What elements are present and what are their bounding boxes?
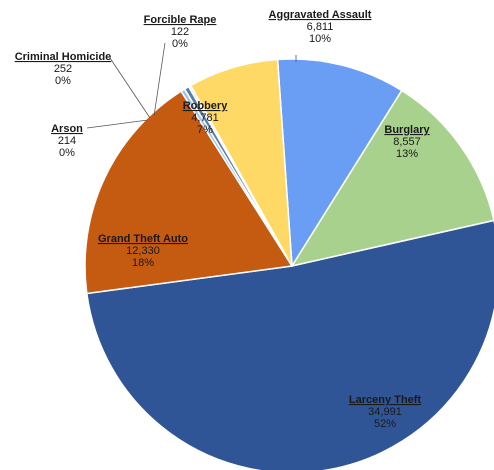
slice-value: 122 — [171, 26, 189, 38]
pie-slice-aggravated-assault — [276, 58, 403, 269]
slice-value: 4,781 — [191, 112, 219, 124]
slice-percent: 10% — [309, 33, 331, 45]
slice-name: Grand Theft Auto — [98, 233, 188, 245]
pie-slice-robbery — [189, 58, 293, 267]
slice-value: 252 — [54, 63, 72, 75]
slice-percent: 13% — [396, 148, 418, 160]
slice-value: 214 — [58, 135, 76, 147]
pie-slice-burglary — [290, 89, 494, 268]
slice-name: Larceny Theft — [349, 394, 421, 406]
slice-value: 12,330 — [126, 245, 160, 257]
slice-percent: 18% — [132, 257, 154, 269]
leader-line-criminal-homicide — [109, 57, 151, 119]
slice-name: Burglary — [384, 124, 430, 136]
pie-slice-grand-theft-auto — [84, 90, 294, 295]
leader-line-arson — [86, 119, 149, 129]
slice-value: 6,811 — [307, 21, 334, 33]
slice-percent: 0% — [55, 75, 71, 87]
slice-name: Robbery — [183, 100, 229, 112]
slice-percent: 0% — [59, 147, 75, 159]
slice-name: Criminal Homicide — [15, 51, 112, 63]
slice-value: 8,557 — [393, 136, 421, 148]
slice-name: Aggravated Assault — [269, 9, 372, 21]
slice-percent: 52% — [374, 418, 396, 430]
slice-name: Arson — [51, 123, 83, 135]
slice-name: Forcible Rape — [144, 14, 217, 26]
slice-percent: 0% — [172, 38, 188, 50]
slice-value: 34,991 — [368, 406, 402, 418]
leader-line-forcible-rape — [153, 42, 166, 117]
slice-percent: 7% — [197, 124, 213, 136]
